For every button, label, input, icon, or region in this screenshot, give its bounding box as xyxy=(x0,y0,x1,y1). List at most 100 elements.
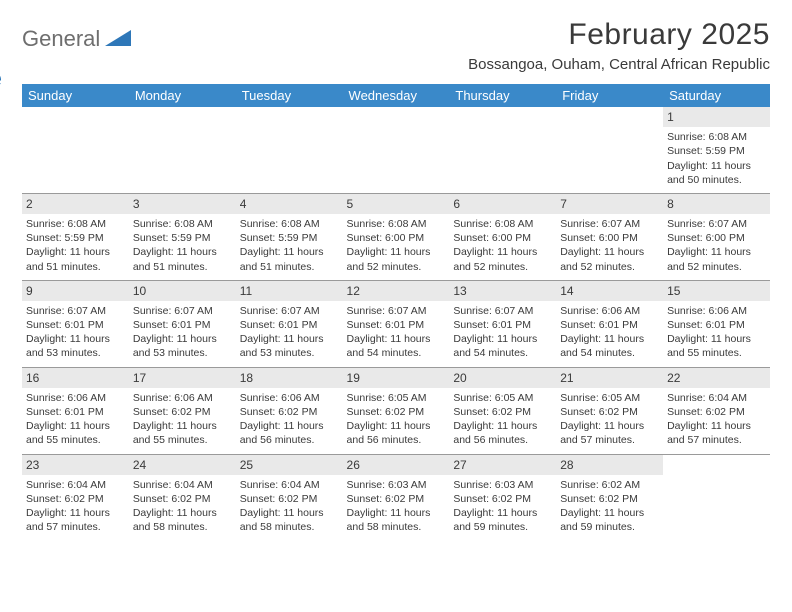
day-number: 20 xyxy=(449,368,556,388)
sunset-text: Sunset: 6:02 PM xyxy=(133,492,232,506)
daylight-text: Daylight: 11 hours and 53 minutes. xyxy=(240,332,339,360)
calendar-day-cell: 12Sunrise: 6:07 AMSunset: 6:01 PMDayligh… xyxy=(343,281,450,367)
daylight-text: Daylight: 11 hours and 52 minutes. xyxy=(560,245,659,273)
col-wednesday: Wednesday xyxy=(343,84,450,107)
daylight-text: Daylight: 11 hours and 59 minutes. xyxy=(560,506,659,534)
day-number: 15 xyxy=(663,281,770,301)
calendar-day-cell: 17Sunrise: 6:06 AMSunset: 6:02 PMDayligh… xyxy=(129,368,236,454)
sunset-text: Sunset: 6:02 PM xyxy=(347,405,446,419)
daylight-text: Daylight: 11 hours and 50 minutes. xyxy=(667,159,766,187)
sunrise-text: Sunrise: 6:06 AM xyxy=(667,304,766,318)
sunrise-text: Sunrise: 6:05 AM xyxy=(453,391,552,405)
day-number: 7 xyxy=(556,194,663,214)
calendar-day-cell: 22Sunrise: 6:04 AMSunset: 6:02 PMDayligh… xyxy=(663,368,770,454)
daylight-text: Daylight: 11 hours and 58 minutes. xyxy=(347,506,446,534)
sunrise-text: Sunrise: 6:08 AM xyxy=(240,217,339,231)
calendar-day-cell: 27Sunrise: 6:03 AMSunset: 6:02 PMDayligh… xyxy=(449,455,556,541)
day-number: 17 xyxy=(129,368,236,388)
sunrise-text: Sunrise: 6:08 AM xyxy=(26,217,125,231)
header: General Blue February 2025 Bossangoa, Ou… xyxy=(22,18,770,78)
sunset-text: Sunset: 6:01 PM xyxy=(560,318,659,332)
sunrise-text: Sunrise: 6:06 AM xyxy=(133,391,232,405)
sunset-text: Sunset: 6:00 PM xyxy=(453,231,552,245)
sunset-text: Sunset: 6:02 PM xyxy=(560,405,659,419)
col-thursday: Thursday xyxy=(449,84,556,107)
sunset-text: Sunset: 5:59 PM xyxy=(667,144,766,158)
daylight-text: Daylight: 11 hours and 56 minutes. xyxy=(240,419,339,447)
sunset-text: Sunset: 6:02 PM xyxy=(667,405,766,419)
daylight-text: Daylight: 11 hours and 57 minutes. xyxy=(26,506,125,534)
daylight-text: Daylight: 11 hours and 53 minutes. xyxy=(26,332,125,360)
sunset-text: Sunset: 5:59 PM xyxy=(133,231,232,245)
sunrise-text: Sunrise: 6:06 AM xyxy=(240,391,339,405)
title-block: February 2025 Bossangoa, Ouham, Central … xyxy=(468,18,770,73)
day-number: 3 xyxy=(129,194,236,214)
day-number: 4 xyxy=(236,194,343,214)
sunrise-text: Sunrise: 6:02 AM xyxy=(560,478,659,492)
logo: General Blue xyxy=(22,18,131,78)
sunset-text: Sunset: 6:02 PM xyxy=(347,492,446,506)
calendar-table: Sunday Monday Tuesday Wednesday Thursday… xyxy=(22,84,770,541)
calendar-day-cell xyxy=(556,107,663,193)
calendar-week-row: 2Sunrise: 6:08 AMSunset: 5:59 PMDaylight… xyxy=(22,194,770,280)
day-number: 19 xyxy=(343,368,450,388)
sunset-text: Sunset: 6:00 PM xyxy=(667,231,766,245)
calendar-day-cell: 23Sunrise: 6:04 AMSunset: 6:02 PMDayligh… xyxy=(22,455,129,541)
calendar-week-row: 16Sunrise: 6:06 AMSunset: 6:01 PMDayligh… xyxy=(22,368,770,454)
calendar-day-cell: 13Sunrise: 6:07 AMSunset: 6:01 PMDayligh… xyxy=(449,281,556,367)
calendar-day-cell xyxy=(663,455,770,541)
sunrise-text: Sunrise: 6:04 AM xyxy=(667,391,766,405)
daylight-text: Daylight: 11 hours and 55 minutes. xyxy=(667,332,766,360)
day-number: 14 xyxy=(556,281,663,301)
logo-triangle-icon xyxy=(105,28,131,51)
calendar-day-cell: 4 Sunrise: 6:08 AMSunset: 5:59 PMDaylight… xyxy=(236,194,343,280)
daylight-text: Daylight: 11 hours and 51 minutes. xyxy=(26,245,125,273)
calendar-day-cell: 11Sunrise: 6:07 AMSunset: 6:01 PMDayligh… xyxy=(236,281,343,367)
calendar-day-cell: 6Sunrise: 6:08 AMSunset: 6:00 PMDaylight… xyxy=(449,194,556,280)
sunset-text: Sunset: 6:00 PM xyxy=(560,231,659,245)
col-friday: Friday xyxy=(556,84,663,107)
sunset-text: Sunset: 6:01 PM xyxy=(347,318,446,332)
day-number: 22 xyxy=(663,368,770,388)
calendar-header-row: Sunday Monday Tuesday Wednesday Thursday… xyxy=(22,84,770,107)
day-number: 26 xyxy=(343,455,450,475)
sunrise-text: Sunrise: 6:04 AM xyxy=(240,478,339,492)
sunrise-text: Sunrise: 6:05 AM xyxy=(560,391,659,405)
day-number: 9 xyxy=(22,281,129,301)
daylight-text: Daylight: 11 hours and 51 minutes. xyxy=(240,245,339,273)
calendar-day-cell: 7Sunrise: 6:07 AMSunset: 6:00 PMDaylight… xyxy=(556,194,663,280)
sunset-text: Sunset: 6:01 PM xyxy=(133,318,232,332)
calendar-day-cell xyxy=(236,107,343,193)
sunrise-text: Sunrise: 6:07 AM xyxy=(347,304,446,318)
calendar-day-cell: 2Sunrise: 6:08 AMSunset: 5:59 PMDaylight… xyxy=(22,194,129,280)
calendar-day-cell xyxy=(343,107,450,193)
calendar-day-cell: 26Sunrise: 6:03 AMSunset: 6:02 PMDayligh… xyxy=(343,455,450,541)
daylight-text: Daylight: 11 hours and 54 minutes. xyxy=(453,332,552,360)
daylight-text: Daylight: 11 hours and 55 minutes. xyxy=(26,419,125,447)
daylight-text: Daylight: 11 hours and 58 minutes. xyxy=(133,506,232,534)
day-number: 5 xyxy=(343,194,450,214)
sunset-text: Sunset: 6:02 PM xyxy=(240,405,339,419)
sunrise-text: Sunrise: 6:08 AM xyxy=(667,130,766,144)
sunrise-text: Sunrise: 6:05 AM xyxy=(347,391,446,405)
col-tuesday: Tuesday xyxy=(236,84,343,107)
calendar-day-cell: 5Sunrise: 6:08 AMSunset: 6:00 PMDaylight… xyxy=(343,194,450,280)
calendar-day-cell xyxy=(129,107,236,193)
day-number: 2 xyxy=(22,194,129,214)
calendar-day-cell: 8Sunrise: 6:07 AMSunset: 6:00 PMDaylight… xyxy=(663,194,770,280)
calendar-day-cell: 19Sunrise: 6:05 AMSunset: 6:02 PMDayligh… xyxy=(343,368,450,454)
month-title: February 2025 xyxy=(468,18,770,52)
sunrise-text: Sunrise: 6:07 AM xyxy=(26,304,125,318)
calendar-day-cell: 16Sunrise: 6:06 AMSunset: 6:01 PMDayligh… xyxy=(22,368,129,454)
sunset-text: Sunset: 5:59 PM xyxy=(240,231,339,245)
day-number: 11 xyxy=(236,281,343,301)
day-number: 23 xyxy=(22,455,129,475)
calendar-day-cell: 1Sunrise: 6:08 AMSunset: 5:59 PMDaylight… xyxy=(663,107,770,193)
sunset-text: Sunset: 6:00 PM xyxy=(347,231,446,245)
sunset-text: Sunset: 6:02 PM xyxy=(560,492,659,506)
sunrise-text: Sunrise: 6:07 AM xyxy=(240,304,339,318)
logo-word-blue: Blue xyxy=(0,66,67,92)
calendar-day-cell: 10Sunrise: 6:07 AMSunset: 6:01 PMDayligh… xyxy=(129,281,236,367)
daylight-text: Daylight: 11 hours and 52 minutes. xyxy=(453,245,552,273)
calendar-body: 1Sunrise: 6:08 AMSunset: 5:59 PMDaylight… xyxy=(22,107,770,541)
